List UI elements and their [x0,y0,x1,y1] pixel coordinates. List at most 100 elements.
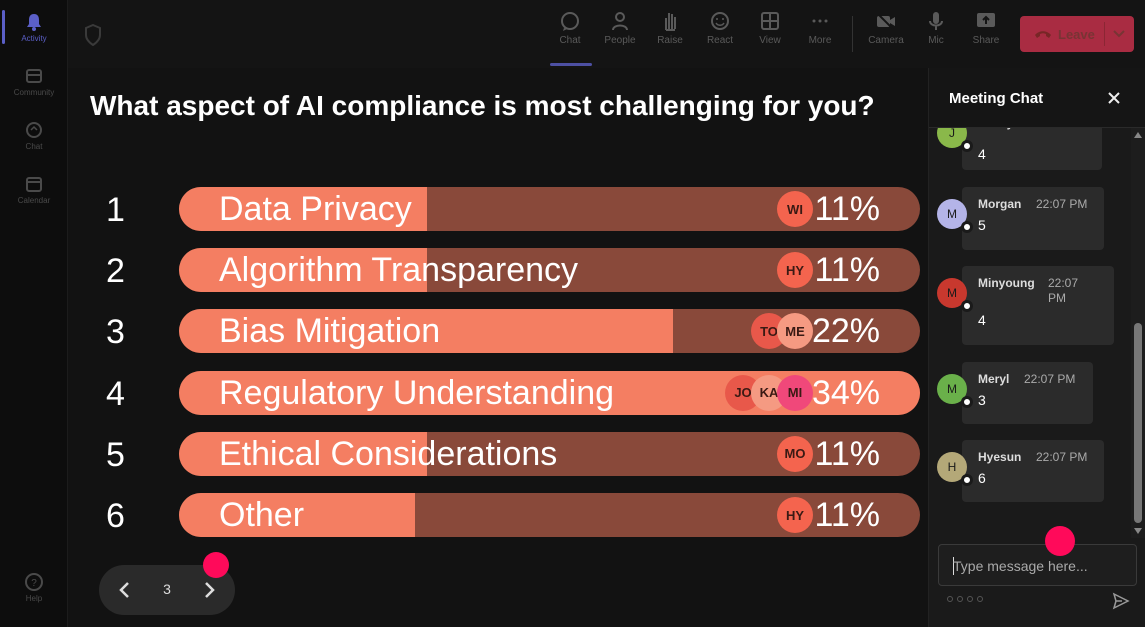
send-icon[interactable] [1112,592,1130,610]
phone-hangup-icon [1035,31,1051,38]
format-icon[interactable] [947,596,953,602]
share-button[interactable]: Share [964,10,1008,46]
chat-input-box[interactable] [938,544,1137,586]
option-percent: 11% [814,496,880,534]
scroll-down-icon[interactable] [1134,528,1142,534]
voter-avatar[interactable]: MI [777,374,813,411]
voter-avatar[interactable]: HY [777,497,813,533]
share-icon [977,13,995,27]
sender-name: Jonny [978,128,1013,130]
raise-hand-button[interactable]: Raise [648,10,692,46]
voter-avatar[interactable]: MO [777,435,813,472]
message-time: 22:07 PM [1024,372,1076,386]
close-icon[interactable] [1106,90,1122,106]
scrollbar-thumb[interactable] [1134,323,1142,523]
chat-header: Meeting Chat [929,68,1145,128]
leave-button[interactable]: Leave [1020,16,1134,52]
more-button[interactable]: More [798,10,842,46]
voter-avatar[interactable]: WI [777,191,813,227]
option-bar-fill [179,309,674,354]
message-text: 4 [978,312,986,328]
left-rail: Activity Community Chat Calendar ? Help [0,0,68,627]
message-time: 22:07 PM [1034,128,1085,131]
message-list[interactable]: Jonny22:07 PM4JMorgan22:07 PM5MMinyoung2… [929,128,1131,538]
avatar[interactable]: J [937,128,967,148]
option-percent: 11% [814,434,880,473]
voter-avatar[interactable]: HY [777,252,813,289]
presence-status-icon [961,300,973,312]
presence-status-icon [961,221,973,233]
calendar-icon [26,177,42,192]
rail-label: Activity [21,34,47,43]
chevron-down-icon[interactable] [1112,26,1126,40]
rail-item-chat[interactable]: Chat [0,120,68,151]
meeting-toolbar: Chat People Raise React View More Camera… [68,0,1145,68]
emoji-icon[interactable] [967,596,973,602]
message-bubble: Morgan 22:07 PM 5 [962,187,1104,250]
rail-active-indicator [2,10,5,44]
chat-button[interactable]: Chat [548,10,592,46]
message-time: 22:07 PM [1048,276,1079,305]
click-indicator [1045,526,1075,556]
chevron-left-icon[interactable] [113,578,137,602]
poll-option-row[interactable]: 6 Other HY 11% [68,493,928,537]
chat-tab-indicator [550,63,592,66]
option-percent: 22% [811,312,880,351]
option-bar: Regulatory Understanding JO KA MI 34% [179,370,920,415]
option-number: 1 [106,191,125,229]
more-label: More [808,35,832,46]
rail-item-community[interactable]: Community [0,66,68,97]
poll-option-row[interactable]: 1 Data Privacy WI 11% [68,187,928,231]
mic-icon [929,12,943,30]
rail-item-help[interactable]: ? Help [0,572,68,603]
rail-item-activity[interactable]: Activity [0,12,68,43]
message-time: 22:07 PM [1036,450,1088,464]
mic-button[interactable]: Mic [914,10,958,46]
attach-icon[interactable] [957,596,963,602]
react-label: React [706,35,734,46]
message-text: 4 [978,146,986,162]
camera-button[interactable]: Camera [864,10,908,46]
poll-option-row[interactable]: 3 Bias Mitigation TO ME 22% [68,309,928,354]
poll-results: What aspect of AI compliance is most cha… [68,68,928,627]
presence-status-icon [961,140,973,152]
scroll-up-icon[interactable] [1134,132,1142,138]
option-bar: Ethical Considerations MO 11% [179,431,920,476]
camera-label: Camera [868,35,904,46]
option-label: Bias Mitigation [219,312,441,351]
option-number: 2 [106,252,125,291]
rail-label: Community [13,88,55,97]
option-bar-fill [179,493,415,537]
option-number: 6 [106,497,125,535]
poll-option-row[interactable]: 4 Regulatory Understanding JO KA MI 34% [68,370,928,415]
mic-label: Mic [928,35,944,46]
leave-divider [1104,22,1105,46]
option-label: Data Privacy [219,190,412,228]
poll-option-row[interactable]: 2 Algorithm Transparency HY 11% [68,248,928,293]
more-icon [812,19,828,23]
view-button[interactable]: View [748,10,792,46]
react-button[interactable]: React [698,10,742,46]
message-input[interactable] [953,556,1128,576]
shield-icon [85,24,101,46]
option-percent: 34% [811,373,880,412]
option-bar-fill [179,187,428,231]
people-button[interactable]: People [598,10,642,46]
poll-option-row[interactable]: 5 Ethical Considerations MO 11% [68,431,928,476]
option-number: 4 [106,374,125,413]
message-text: 3 [978,392,986,408]
rail-label: Help [25,594,43,603]
message-bubble: Minyoung 22:07 PM 4 [962,266,1114,345]
message-bubble: Meryl 22:07 PM 3 [962,362,1093,424]
people-icon [612,12,628,31]
voter-avatar[interactable]: ME [777,313,813,350]
rail-label: Chat [25,142,43,151]
option-percent: 11% [814,190,880,228]
chat-scrollbar[interactable] [1131,128,1145,538]
chevron-right-icon[interactable] [197,578,221,602]
rail-label: Calendar [17,196,51,205]
rail-item-calendar[interactable]: Calendar [0,174,68,205]
format-toolbar [947,596,983,602]
sender-name: Morgan [978,197,1022,211]
gif-icon[interactable] [977,596,983,602]
